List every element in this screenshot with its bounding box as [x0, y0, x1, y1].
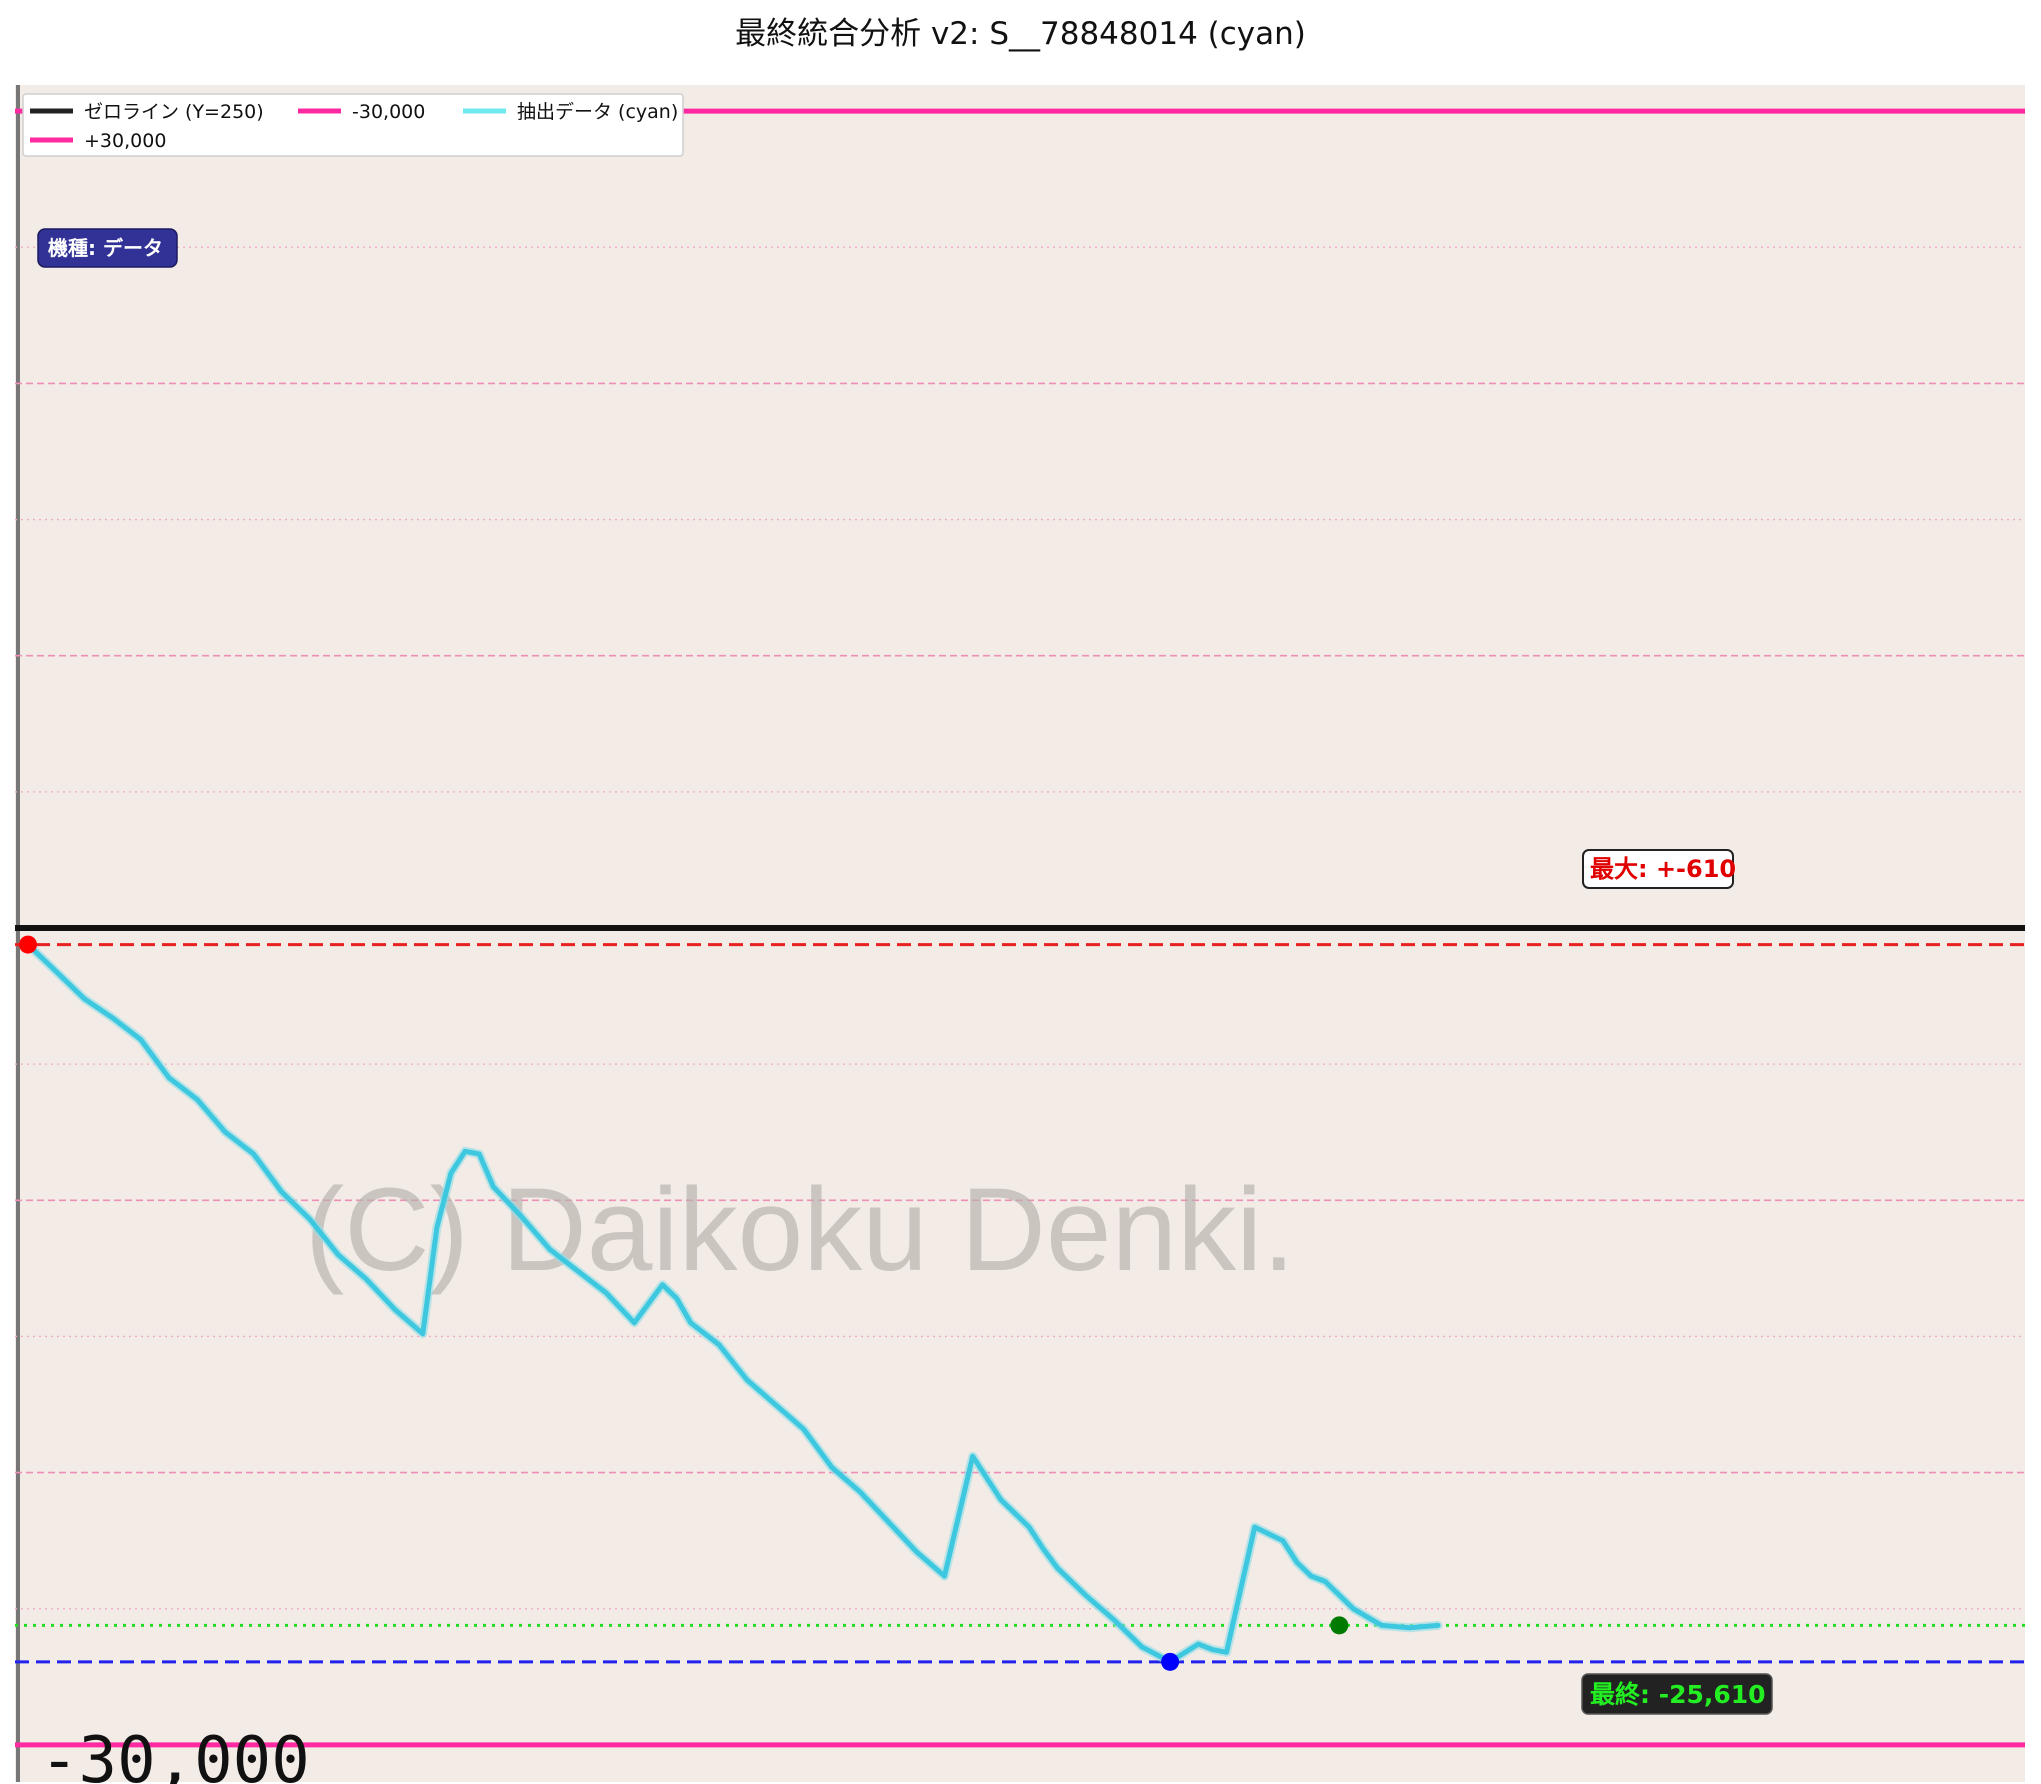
- legend-label-minus-30000: -30,000: [352, 101, 425, 123]
- machine-badge: 機種: データ: [37, 228, 178, 268]
- watermark-text: (C) Daikoku Denki.: [305, 1164, 1295, 1296]
- final-annotation: 最終: -25,610: [1581, 1673, 1773, 1715]
- legend-box: [22, 93, 684, 157]
- final-annotation-box: [1581, 1673, 1773, 1715]
- max-annotation-box: [1582, 849, 1734, 889]
- legend-label-plus-30000: +30,000: [84, 130, 166, 152]
- legend-entry-cyan: 抽出データ (cyan): [463, 101, 678, 123]
- marker-start: [19, 935, 37, 954]
- series-0-line: [25, 942, 1441, 1665]
- final-annotation-text: 最終: -25,610: [1590, 1680, 1766, 1709]
- legend-entry-minus-30000: -30,000: [298, 101, 425, 123]
- legend-entry-plus-30000: +30,000: [30, 130, 166, 152]
- residual-axis-label: -30,000: [40, 1724, 310, 1784]
- plot-background: [15, 85, 2025, 1782]
- marker-final: [1330, 1616, 1349, 1635]
- machine-badge-bg: [37, 228, 178, 268]
- chart-title: 最終統合分析 v2: S__78848014 (cyan): [735, 16, 1306, 52]
- legend-label-cyan: 抽出データ (cyan): [517, 101, 678, 123]
- legend-label-zero: ゼロライン (Y=250): [84, 101, 264, 123]
- marker-min: [1161, 1652, 1180, 1671]
- legend-entry-zero: ゼロライン (Y=250): [30, 101, 264, 123]
- series-layer: [23, 940, 1443, 1667]
- max-annotation: 最大: +-610: [1582, 849, 1736, 889]
- machine-badge-text: 機種: データ: [48, 236, 163, 260]
- marker-layer: [19, 935, 1349, 1671]
- max-annotation-text: 最大: +-610: [1590, 855, 1736, 883]
- grid-lines: [15, 246, 2025, 1610]
- legend: ゼロライン (Y=250) -30,000 抽出データ (cyan) +30,0…: [22, 93, 684, 157]
